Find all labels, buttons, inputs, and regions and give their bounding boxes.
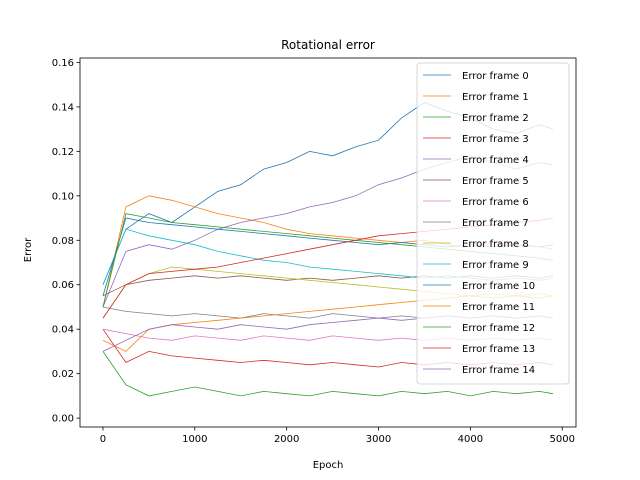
plot-frame: [79, 57, 577, 428]
legend-entry-frame-6: Error frame 6: [462, 197, 529, 208]
y-tick-label: 0.12: [52, 147, 74, 158]
chart-title: Rotational error: [281, 38, 375, 52]
x-tick-label: 0: [100, 434, 106, 445]
series-line-frame-2: [102, 351, 554, 397]
y-tick-label: 0.02: [52, 369, 74, 380]
legend-entry-frame-14: Error frame 14: [462, 365, 535, 376]
legend-box: [416, 62, 570, 385]
y-tick-label: 0.00: [52, 414, 74, 425]
y-tick-label: 0.08: [52, 236, 74, 247]
y-axis-label: Error: [23, 237, 34, 262]
legend-entry-frame-13: Error frame 13: [462, 344, 535, 355]
x-tick-label: 2000: [274, 434, 299, 445]
y-tick-label: 0.16: [52, 58, 74, 69]
x-axis-label: Epoch: [313, 460, 344, 471]
legend-entry-frame-2: Error frame 2: [462, 113, 529, 124]
legend: Error frame 0 Error frame 1 Error frame 2 E…: [416, 62, 570, 385]
y-tick-label: 0.14: [52, 102, 74, 113]
legend-entry-frame-0: Error frame 0: [462, 71, 529, 82]
legend-entry-frame-5: Error frame 5: [462, 176, 529, 187]
x-tick-label: 5000: [549, 434, 574, 445]
legend-entry-frame-9: Error frame 9: [462, 260, 529, 271]
legend-entry-frame-3: Error frame 3: [462, 134, 529, 145]
legend-entry-frame-11: Error frame 11: [462, 302, 535, 313]
axes-layer: 0 1000 2000 3000 4000 5000 0.00 0.02 0.04 0.06 0.0…: [52, 57, 577, 445]
x-tick-label: 4000: [458, 434, 483, 445]
legend-entry-frame-8: Error frame 8: [462, 239, 529, 250]
y-tick-label: 0.06: [52, 280, 74, 291]
legend-entry-frame-4: Error frame 4: [462, 155, 529, 166]
y-tick-label: 0.04: [52, 325, 74, 336]
x-tick-label: 1000: [182, 434, 207, 445]
legend-entry-frame-12: Error frame 12: [462, 323, 535, 334]
x-tick-label: 3000: [366, 434, 391, 445]
legend-entry-frame-10: Error frame 10: [462, 281, 535, 292]
legend-entry-frame-1: Error frame 1: [462, 92, 529, 103]
y-tick-label: 0.10: [52, 191, 74, 202]
legend-entry-frame-7: Error frame 7: [462, 218, 529, 229]
